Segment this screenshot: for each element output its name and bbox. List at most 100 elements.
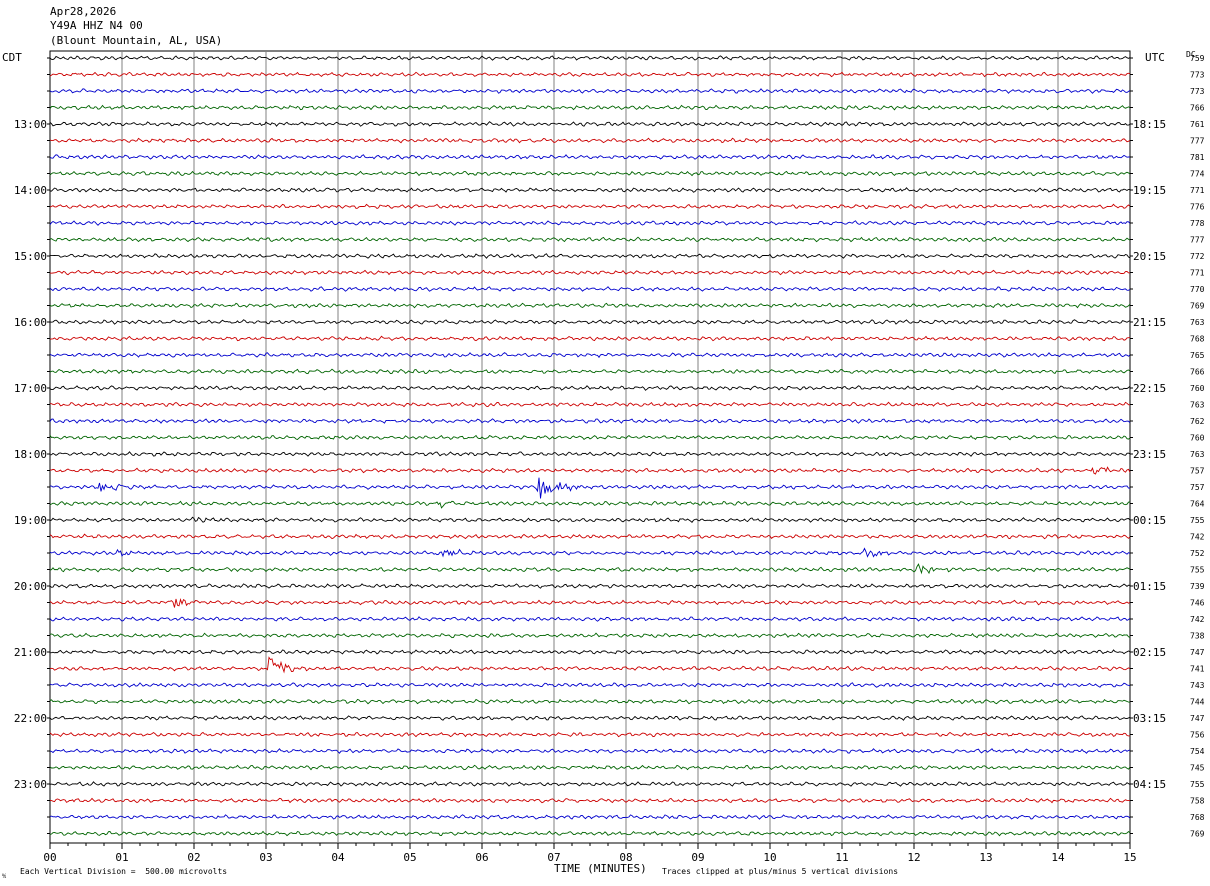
trace-line	[49, 563, 1131, 575]
right-timezone-label: UTC	[1145, 51, 1165, 64]
trace-line	[49, 55, 1131, 61]
trace-line	[49, 269, 1131, 276]
dc-value-label: 747	[1190, 648, 1205, 657]
dc-value-label: 766	[1190, 368, 1205, 377]
right-hour-label: 01:15	[1133, 580, 1166, 593]
trace-line	[49, 748, 1131, 754]
dc-value-label: 738	[1190, 632, 1205, 641]
x-tick-label: 07	[547, 851, 560, 864]
dc-value-label: 772	[1190, 252, 1205, 261]
dc-value-label: 774	[1190, 170, 1205, 179]
plot-frame	[49, 50, 1131, 844]
trace-line	[49, 598, 1131, 608]
dc-value-label: 742	[1190, 615, 1205, 624]
x-tick-label: 04	[331, 851, 345, 864]
right-hour-label: 18:15	[1133, 118, 1166, 131]
x-tick-label: 13	[979, 851, 992, 864]
trace-line	[49, 418, 1131, 424]
dc-value-label: 741	[1190, 665, 1205, 674]
right-hour-label: 23:15	[1133, 448, 1166, 461]
trace-line	[49, 466, 1131, 475]
trace-line	[49, 533, 1131, 540]
trace-line	[49, 764, 1131, 771]
trace-line	[49, 104, 1131, 111]
dc-value-label: 760	[1190, 434, 1205, 443]
dc-value-label: 746	[1190, 599, 1205, 608]
left-hour-label: 16:00	[14, 316, 47, 329]
trace-line	[49, 632, 1131, 639]
trace-line	[49, 656, 1131, 674]
right-hour-label: 00:15	[1133, 514, 1166, 527]
dc-value-label: 769	[1190, 830, 1205, 839]
dc-value-label: 757	[1190, 467, 1205, 476]
x-tick-label: 11	[835, 851, 848, 864]
corner-mark: ⅍	[2, 872, 7, 880]
left-hour-label: 21:00	[14, 646, 47, 659]
dc-value-label: 777	[1190, 137, 1205, 146]
header-location: (Blount Mountain, AL, USA)	[50, 34, 223, 47]
trace-line	[49, 516, 1131, 523]
dc-value-label: 771	[1190, 186, 1205, 195]
right-hour-label: 21:15	[1133, 316, 1166, 329]
trace-line	[49, 547, 1131, 558]
trace-line	[49, 335, 1130, 342]
dc-value-label: 757	[1190, 483, 1205, 492]
dc-value-label: 763	[1190, 401, 1205, 410]
dc-value-label: 777	[1190, 236, 1205, 245]
right-hour-label: 03:15	[1133, 712, 1166, 725]
dc-value-label: 744	[1190, 698, 1205, 707]
left-hour-label: 22:00	[14, 712, 47, 725]
left-hour-label: 14:00	[14, 184, 47, 197]
dc-value-label: 762	[1190, 417, 1205, 426]
dc-value-label: 763	[1190, 318, 1205, 327]
dc-value-label: 761	[1190, 120, 1205, 129]
trace-line	[49, 220, 1131, 226]
x-tick-label: 15	[1123, 851, 1136, 864]
trace-line	[49, 368, 1131, 375]
trace-line	[49, 616, 1131, 622]
x-tick-label: 09	[691, 851, 704, 864]
trace-line	[49, 121, 1131, 127]
left-hour-label: 18:00	[14, 448, 47, 461]
dc-value-label: 773	[1190, 71, 1205, 80]
dc-value-label: 760	[1190, 384, 1205, 393]
x-tick-label: 12	[907, 851, 920, 864]
dc-value-label: 771	[1190, 269, 1205, 278]
dc-value-label: 743	[1190, 681, 1205, 690]
trace-line	[49, 583, 1131, 589]
trace-line	[49, 385, 1131, 391]
trace-line	[49, 434, 1131, 441]
right-hour-label: 02:15	[1133, 646, 1166, 659]
trace-line	[49, 715, 1131, 721]
dc-value-label: 764	[1190, 500, 1205, 509]
header-date: Apr28,2026	[50, 5, 117, 18]
x-axis-label: TIME (MINUTES)	[554, 862, 647, 875]
clip-note: Traces clipped at plus/minus 5 vertical …	[662, 867, 899, 876]
left-timezone-label: CDT	[2, 51, 22, 64]
dc-value-label: 768	[1190, 335, 1205, 344]
x-tick-label: 06	[475, 851, 488, 864]
dc-value-label: 747	[1190, 714, 1205, 723]
trace-line	[49, 781, 1131, 787]
header-station: Y49A HHZ N4 00	[50, 19, 143, 32]
trace-line	[49, 451, 1131, 457]
dc-value-label: 758	[1190, 797, 1205, 806]
trace-line	[49, 170, 1131, 177]
left-hour-label: 15:00	[14, 250, 47, 263]
trace-line	[49, 302, 1131, 309]
trace-line	[49, 352, 1131, 359]
trace-line	[49, 319, 1131, 325]
dc-value-label: 770	[1190, 285, 1205, 294]
x-tick-label: 02	[187, 851, 200, 864]
dc-value-label: 739	[1190, 582, 1205, 591]
left-hour-label: 19:00	[14, 514, 47, 527]
x-tick-label: 01	[115, 851, 128, 864]
dc-value-label: 763	[1190, 450, 1205, 459]
right-hour-label: 19:15	[1133, 184, 1166, 197]
left-hour-label: 13:00	[14, 118, 47, 131]
x-tick-label: 00	[43, 851, 56, 864]
dc-value-label: 755	[1190, 566, 1205, 575]
trace-line	[49, 203, 1131, 210]
trace-line	[49, 187, 1130, 193]
